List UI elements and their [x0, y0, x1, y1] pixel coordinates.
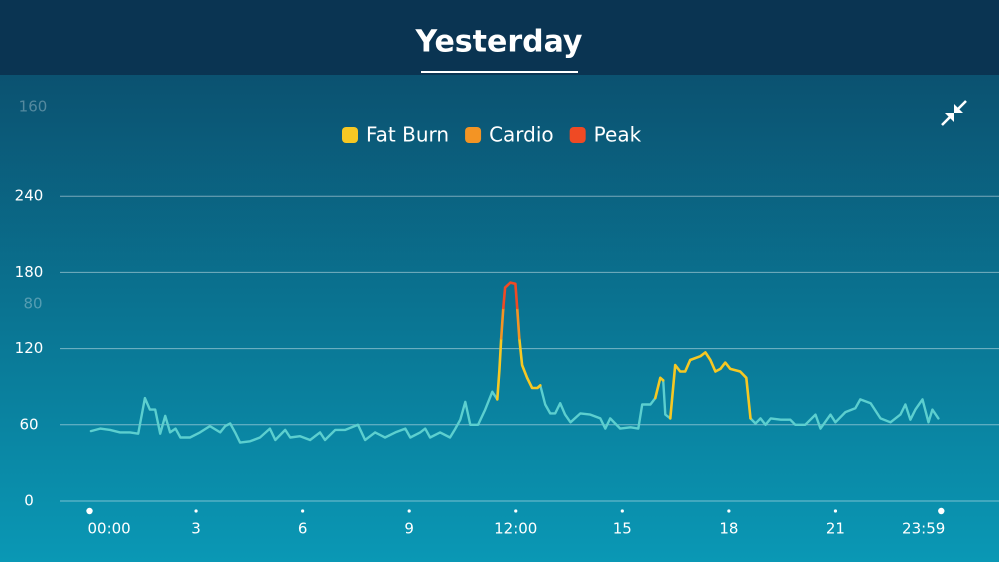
x-tick-mark — [194, 509, 198, 513]
zone-line — [496, 337, 752, 420]
x-tick-mark — [407, 509, 411, 513]
x-tick-mark — [938, 507, 945, 515]
x-tick-label: 6 — [298, 520, 308, 538]
y-tick-label: 120 — [15, 339, 44, 357]
legend-swatch — [342, 127, 358, 143]
x-tick-label: 23:59 — [902, 520, 945, 538]
legend-label: Cardio — [489, 123, 554, 147]
legend-swatch — [569, 127, 586, 143]
y-tick-label: 180 — [15, 263, 44, 281]
x-tick-mark — [514, 509, 518, 513]
chart-title: Yesterday — [414, 25, 582, 60]
legend-label: Fat Burn — [366, 123, 449, 147]
legend-item: Peak — [569, 123, 642, 147]
legend-item: Fat Burn — [342, 123, 449, 147]
zone-line — [502, 281, 519, 310]
y-tick-label: 0 — [24, 492, 34, 510]
x-tick-label: 12:00 — [494, 520, 537, 538]
legend-item: Cardio — [465, 123, 554, 147]
x-tick-mark — [833, 509, 838, 513]
x-tick-label: 3 — [191, 520, 201, 538]
x-tick-label: 00:00 — [88, 520, 131, 538]
legend-label: Peak — [594, 123, 642, 147]
x-tick-label: 15 — [613, 520, 632, 538]
x-tick-mark — [86, 507, 93, 515]
y-tick-label: 240 — [15, 187, 44, 205]
x-tick-label: 18 — [719, 520, 738, 538]
heart-rate-line — [89, 379, 940, 444]
y2-tick-label: 80 — [23, 294, 42, 312]
header — [0, 0, 999, 75]
x-tick-mark — [727, 509, 731, 513]
legend-swatch — [465, 127, 482, 143]
x-tick-label: 9 — [404, 520, 414, 538]
x-tick-mark — [301, 509, 305, 513]
y-tick-label: 60 — [19, 415, 38, 433]
x-tick-label: 21 — [826, 520, 845, 538]
zone-line — [499, 306, 521, 340]
y2-tick-label: 160 — [19, 97, 48, 115]
title-underline — [421, 71, 578, 73]
collapse-icon[interactable] — [941, 100, 967, 126]
x-tick-mark — [620, 509, 624, 513]
